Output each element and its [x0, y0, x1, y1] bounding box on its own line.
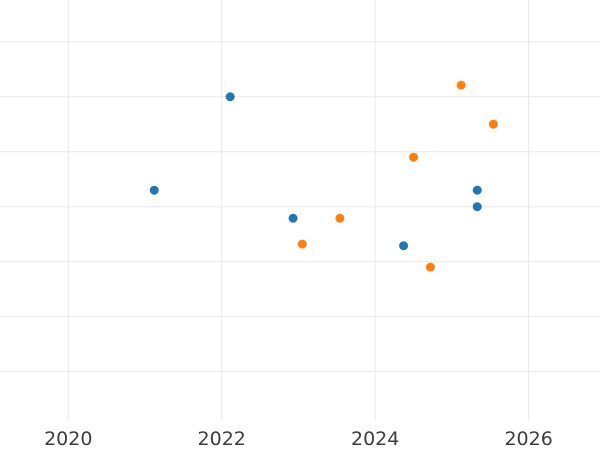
data-point-series-orange	[425, 262, 435, 272]
x-tick-label: 2020	[44, 428, 92, 450]
data-point-series-orange	[409, 152, 419, 162]
gridlines	[0, 0, 600, 420]
data-point-series-orange	[335, 213, 345, 223]
data-point-series-blue	[399, 241, 409, 251]
data-point-series-blue	[472, 202, 482, 212]
data-point-series-orange	[456, 80, 466, 90]
data-point-series-orange	[297, 239, 307, 249]
data-point-series-blue	[149, 185, 159, 195]
x-tick-label: 2022	[198, 428, 246, 450]
x-tick-label: 2026	[504, 428, 552, 450]
data-point-series-blue	[225, 92, 235, 102]
data-point-series-orange	[488, 119, 498, 129]
x-tick-label: 2024	[351, 428, 399, 450]
data-points	[149, 80, 498, 272]
data-point-series-blue	[472, 185, 482, 195]
x-axis-tick-labels: 2020 2022 2024 2026	[44, 428, 553, 450]
data-point-series-blue	[288, 213, 298, 223]
